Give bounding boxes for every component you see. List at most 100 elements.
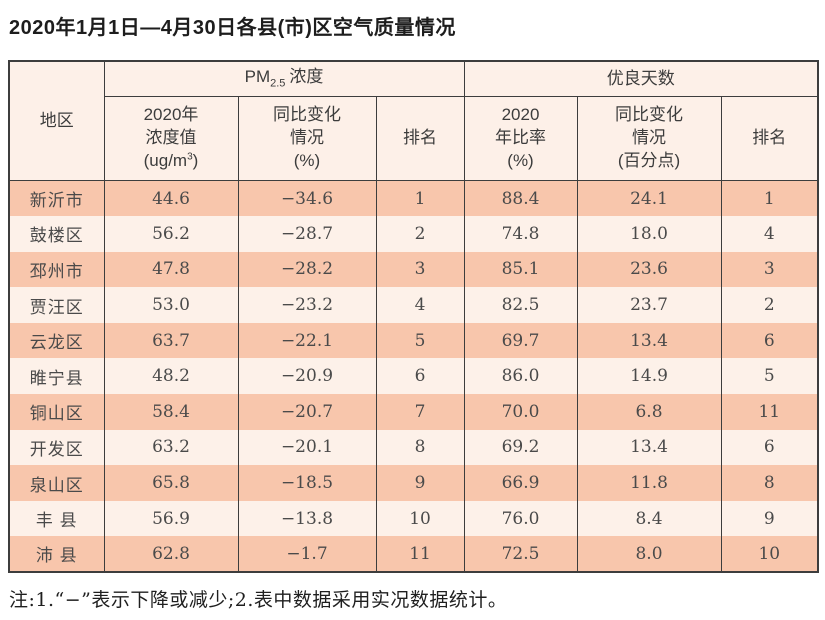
pm-value-unit: (ug/m3) — [143, 150, 199, 170]
pm-change-unit: (%) — [293, 150, 321, 170]
cell-pm-rank: 10 — [375, 500, 465, 537]
days-change-unit: (百分点) — [617, 150, 681, 170]
cell-days-rate: 69.2 — [463, 429, 578, 466]
cell-pm-change: −13.8 — [237, 500, 377, 537]
cell-days-change: 13.4 — [576, 429, 722, 466]
cell-days-change: 18.0 — [576, 216, 722, 252]
cell-region: 新沂市 — [8, 180, 105, 217]
cell-pm-rank: 2 — [375, 216, 465, 252]
cell-pm-rank: 4 — [375, 287, 465, 323]
cell-days-rank: 1 — [720, 180, 819, 217]
cell-region: 泉山区 — [8, 465, 105, 501]
footnote: 注:1.“−”表示下降或减少;2.表中数据采用实况数据统计。 — [9, 589, 508, 611]
cell-pm-value: 62.8 — [103, 536, 239, 573]
cell-region: 贾汪区 — [8, 287, 105, 323]
table-header: 地区 PM2.5 浓度 优良天数 2020年 浓度值 (ug/m3) 同比变化 情… — [8, 61, 819, 181]
cell-pm-value: 63.7 — [103, 322, 239, 359]
cell-days-change: 14.9 — [576, 358, 722, 395]
cell-days-change: 11.8 — [576, 465, 722, 501]
cell-days-rank: 6 — [720, 429, 819, 466]
cell-pm-value: 47.8 — [103, 251, 239, 288]
cell-days-rank: 2 — [720, 287, 819, 323]
cell-days-rank: 8 — [720, 465, 819, 501]
cell-days-rate: 74.8 — [463, 216, 578, 252]
cell-pm-value: 48.2 — [103, 358, 239, 395]
group-header-good-days: 优良天数 — [463, 61, 819, 97]
cell-days-rank: 6 — [720, 322, 819, 359]
cell-days-rank: 5 — [720, 358, 819, 395]
cell-pm-change: −28.7 — [237, 216, 377, 252]
table-row: 丰 县 56.9 −13.8 10 76.0 8.4 9 — [8, 500, 819, 537]
cell-days-rank: 9 — [720, 500, 819, 537]
cell-days-rate: 82.5 — [463, 287, 578, 323]
cell-pm-change: −1.7 — [237, 536, 377, 573]
table-row: 沛 县 62.8 −1.7 11 72.5 8.0 10 — [8, 536, 819, 573]
cell-days-rank: 10 — [720, 536, 819, 573]
cell-pm-rank: 9 — [375, 465, 465, 501]
cell-pm-value: 44.6 — [103, 180, 239, 217]
pm-change-line1: 同比变化 — [273, 105, 341, 125]
cell-pm-value: 63.2 — [103, 429, 239, 466]
table-row: 鼓楼区 56.2 −28.7 2 74.8 18.0 4 — [8, 216, 819, 252]
cell-days-change: 8.0 — [576, 536, 722, 573]
cell-pm-value: 56.2 — [103, 216, 239, 252]
cell-region: 沛 县 — [8, 536, 105, 573]
cell-pm-value: 53.0 — [103, 287, 239, 323]
table-row: 铜山区 58.4 −20.7 7 70.0 6.8 11 — [8, 394, 819, 430]
days-rate-line2: 年比率 — [495, 128, 547, 148]
col-header-region: 地区 — [8, 61, 105, 181]
col-header-days-change: 同比变化 情况 (百分点) — [576, 96, 722, 181]
col-header-pm-value: 2020年 浓度值 (ug/m3) — [103, 96, 239, 181]
pm-label-base: PM — [244, 67, 271, 87]
cell-pm-change: −34.6 — [237, 180, 377, 217]
cell-days-rate: 69.7 — [463, 322, 578, 359]
cell-pm-change: −23.2 — [237, 287, 377, 323]
table-row: 邳州市 47.8 −28.2 3 85.1 23.6 3 — [8, 251, 819, 288]
cell-region: 邳州市 — [8, 251, 105, 288]
col-header-pm-change: 同比变化 情况 (%) — [237, 96, 377, 181]
cell-pm-value: 56.9 — [103, 500, 239, 537]
cell-region: 开发区 — [8, 429, 105, 466]
cell-days-rate: 85.1 — [463, 251, 578, 288]
pm-change-line2: 情况 — [290, 128, 324, 148]
cell-days-rank: 4 — [720, 216, 819, 252]
table-row: 贾汪区 53.0 −23.2 4 82.5 23.7 2 — [8, 287, 819, 323]
cell-region: 丰 县 — [8, 500, 105, 537]
col-header-days-rank: 排名 — [720, 96, 819, 181]
cell-pm-rank: 11 — [375, 536, 465, 573]
cell-pm-value: 58.4 — [103, 394, 239, 430]
cell-pm-rank: 8 — [375, 429, 465, 466]
cell-days-rate: 66.9 — [463, 465, 578, 501]
pm-value-line1: 2020年 — [143, 105, 199, 125]
days-change-line2: 情况 — [632, 128, 667, 148]
cell-pm-rank: 3 — [375, 251, 465, 288]
table-row: 睢宁县 48.2 −20.9 6 86.0 14.9 5 — [8, 358, 819, 395]
cell-days-rank: 3 — [720, 251, 819, 288]
col-header-days-rate: 2020 年比率 (%) — [463, 96, 578, 181]
cell-days-rank: 11 — [720, 394, 819, 430]
cell-days-change: 13.4 — [576, 322, 722, 359]
cell-days-change: 24.1 — [576, 180, 722, 217]
pm-value-line2: 浓度值 — [145, 128, 197, 148]
cell-region: 云龙区 — [8, 322, 105, 359]
cell-days-change: 8.4 — [576, 500, 722, 537]
table-row: 云龙区 63.7 −22.1 5 69.7 13.4 6 — [8, 322, 819, 359]
cell-pm-change: −28.2 — [237, 251, 377, 288]
cell-pm-change: −18.5 — [237, 465, 377, 501]
cell-pm-change: −20.9 — [237, 358, 377, 395]
cell-days-rate: 76.0 — [463, 500, 578, 537]
table-body: 新沂市 44.6 −34.6 1 88.4 24.1 1 鼓楼区 56.2 −28.7 2 74.8 1… — [8, 180, 819, 573]
group-header-pm25: PM2.5 浓度 — [103, 61, 465, 97]
cell-pm-change: −20.7 — [237, 394, 377, 430]
cell-pm-rank: 6 — [375, 358, 465, 395]
cell-days-rate: 72.5 — [463, 536, 578, 573]
cell-pm-change: −20.1 — [237, 429, 377, 466]
cell-pm-rank: 5 — [375, 322, 465, 359]
table-row: 泉山区 65.8 −18.5 9 66.9 11.8 8 — [8, 465, 819, 501]
cell-pm-change: −22.1 — [237, 322, 377, 359]
page-title: 2020年1月1日—4月30日各县(市)区空气质量情况 — [9, 17, 456, 39]
days-rate-line1: 2020 — [501, 105, 540, 125]
cell-days-change: 23.6 — [576, 251, 722, 288]
days-change-line1: 同比变化 — [615, 105, 684, 125]
